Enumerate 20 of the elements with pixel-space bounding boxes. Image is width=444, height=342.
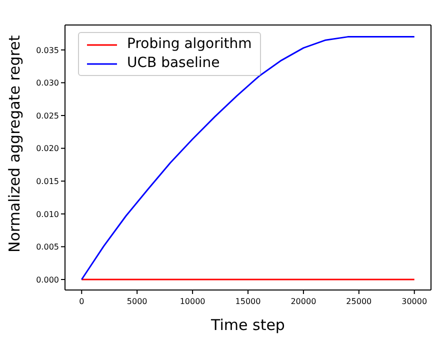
y-tick-label: 0.020 (36, 144, 59, 154)
y-tick-label: 0.025 (36, 111, 59, 120)
y-tick-label: 0.010 (36, 210, 59, 219)
y-tick-label: 0.030 (36, 78, 59, 88)
legend-label: Probing algorithm (127, 35, 252, 54)
y-tick-label: 0.005 (36, 242, 59, 252)
x-tick-label: 0 (79, 297, 84, 306)
x-tick-label: 20000 (290, 297, 316, 306)
x-axis-title: Time step (210, 316, 285, 334)
y-tick-label: 0.000 (36, 275, 59, 284)
x-tick-label: 25000 (346, 297, 372, 306)
y-tick-label: 0.015 (36, 176, 59, 186)
y-tick-label: 0.035 (36, 46, 59, 55)
x-tick-label: 5000 (126, 297, 148, 306)
x-tick-label: 30000 (402, 297, 428, 306)
y-axis-title: Normalized aggregate regret (5, 35, 24, 252)
x-tick-label: 10000 (180, 297, 206, 306)
x-tick-label: 15000 (235, 297, 261, 306)
line-series (80, 36, 416, 280)
legend-label: UCB baseline (127, 54, 220, 73)
